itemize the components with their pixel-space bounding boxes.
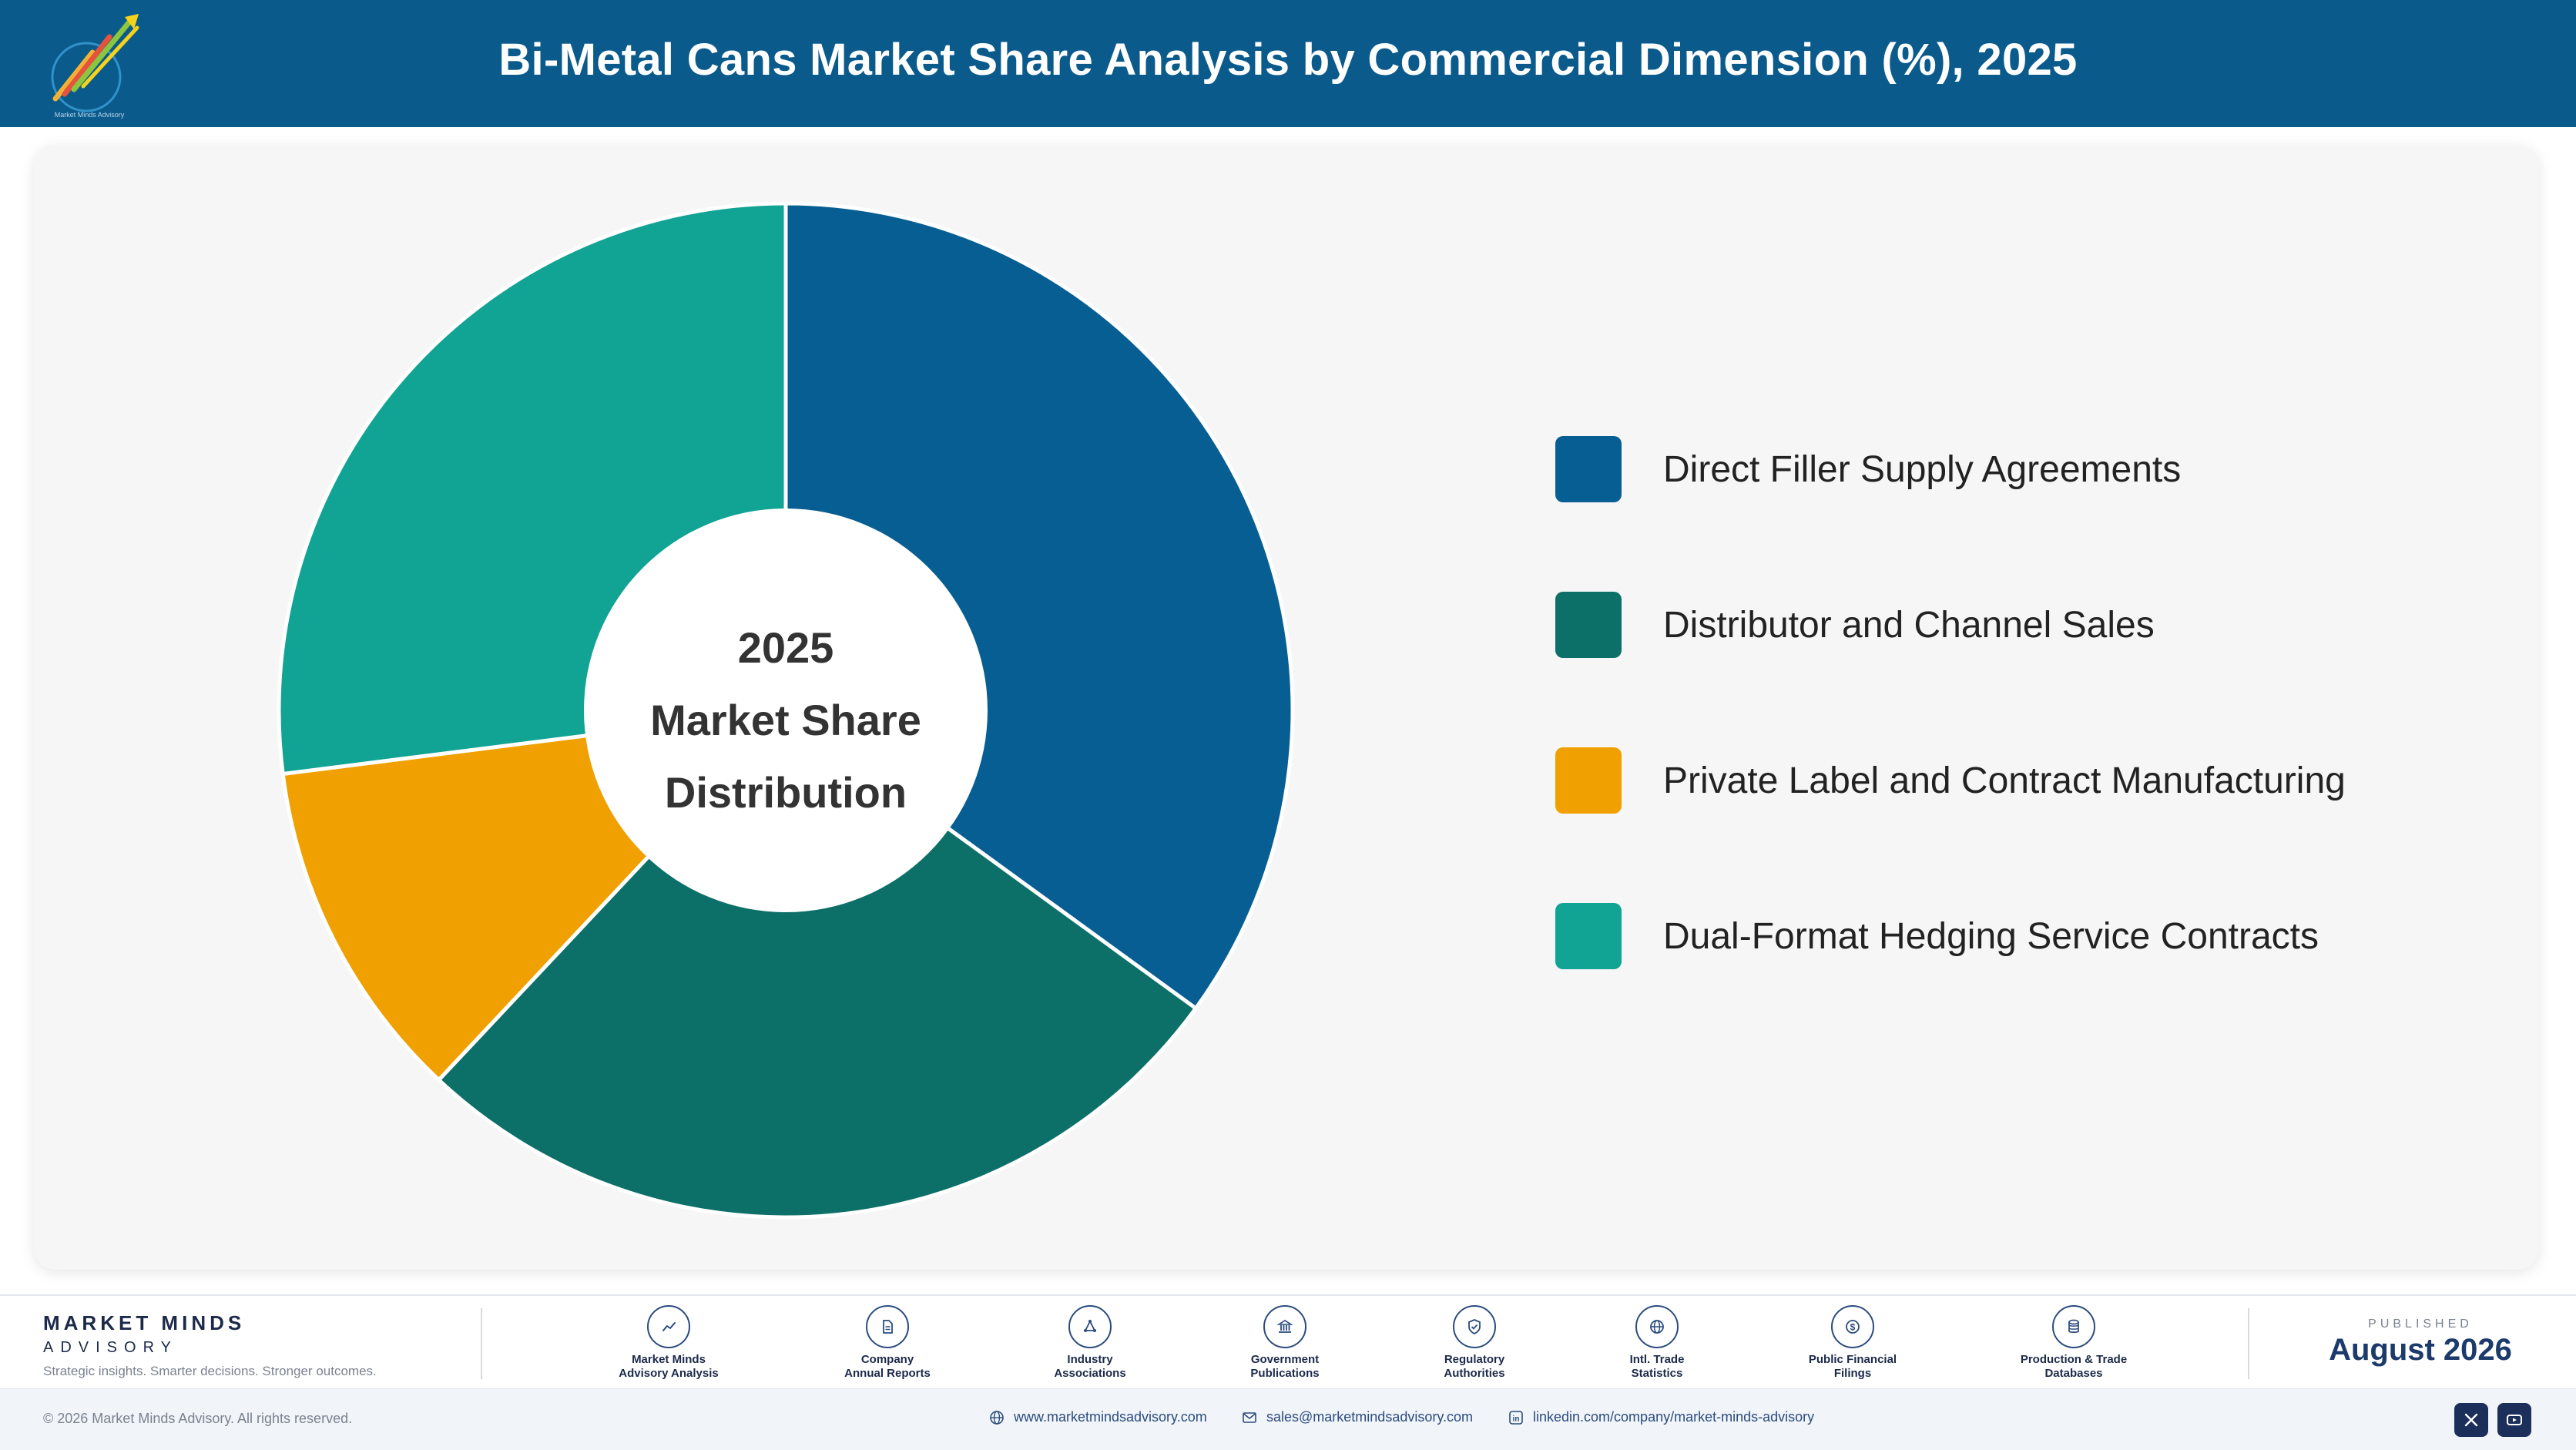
- company-logo: Market Minds Advisory: [51, 14, 139, 119]
- source-label: Market Minds Advisory Analysis: [619, 1353, 719, 1380]
- legend-item: Distributor and Channel Sales: [1555, 592, 2346, 658]
- legend-item: Private Label and Contract Manufacturing: [1555, 747, 2346, 814]
- youtube-social-button[interactable]: [2497, 1403, 2531, 1437]
- source-label: Government Publications: [1250, 1353, 1320, 1380]
- source-label: Public Financial Filings: [1808, 1353, 1897, 1380]
- linkedin-link[interactable]: in linkedin.com/company/market-minds-adv…: [1508, 1409, 1814, 1425]
- government-building-icon: [1263, 1305, 1306, 1348]
- donut-chart: 2025 Market Share Distribution: [277, 201, 1295, 1220]
- page-title: Bi-Metal Cans Market Share Analysis by C…: [498, 35, 2078, 85]
- center-label-line-3: Distribution: [665, 768, 907, 817]
- source-item: Regulatory Authorities: [1397, 1305, 1551, 1381]
- legend-swatch: [1555, 436, 1622, 502]
- linkedin-text: linkedin.com/company/market-minds-adviso…: [1533, 1409, 1815, 1425]
- globe-icon: [990, 1410, 1004, 1425]
- published-label: PUBLISHED: [2368, 1317, 2473, 1331]
- legend-label: Direct Filler Supply Agreements: [1663, 448, 2182, 490]
- document-icon: [866, 1305, 909, 1348]
- svg-text:in: in: [1513, 1415, 1520, 1423]
- header-bar: Market Minds Advisory Bi-Metal Cans Mark…: [0, 0, 2576, 127]
- legend-label: Private Label and Contract Manufacturing: [1663, 760, 2346, 801]
- source-item: Company Annual Reports: [810, 1305, 964, 1381]
- source-label: Intl. Trade Statistics: [1629, 1353, 1685, 1380]
- brand-name: MARKET MINDS: [43, 1311, 246, 1334]
- source-item: $ Public Financial Filings: [1776, 1305, 1930, 1381]
- source-label: Company Annual Reports: [844, 1353, 931, 1380]
- source-item: Market Minds Advisory Analysis: [592, 1305, 746, 1381]
- chart-legend: Direct Filler Supply Agreements Distribut…: [1555, 436, 2346, 1059]
- database-icon: [2052, 1305, 2095, 1348]
- copyright-text: © 2026 Market Minds Advisory. All rights…: [43, 1411, 353, 1426]
- source-item: Industry Associations: [1013, 1305, 1167, 1381]
- chart-card: 2025 Market Share Distribution Direct Fi…: [34, 145, 2539, 1270]
- network-icon: [1068, 1305, 1112, 1348]
- dollar-coin-icon: $: [1831, 1305, 1874, 1348]
- trend-line-icon: [647, 1305, 690, 1348]
- logo-caption: Market Minds Advisory: [55, 111, 125, 119]
- brand-subtitle: ADVISORY: [43, 1339, 178, 1356]
- email-link[interactable]: sales@marketmindsadvisory.com: [1242, 1409, 1473, 1425]
- footer-divider-left: [481, 1308, 482, 1379]
- legend-label: Distributor and Channel Sales: [1663, 604, 2155, 646]
- mail-icon: [1243, 1411, 1256, 1423]
- published-date: August 2026: [2329, 1333, 2512, 1367]
- center-label-line-2: Market Share: [650, 696, 921, 744]
- bottom-bar: © 2026 Market Minds Advisory. All rights…: [0, 1388, 2576, 1450]
- legend-swatch: [1555, 592, 1622, 658]
- youtube-icon: [2507, 1415, 2522, 1425]
- svg-text:$: $: [1850, 1322, 1856, 1333]
- website-link[interactable]: www.marketmindsadvisory.com: [989, 1409, 1207, 1425]
- footer: MARKET MINDS ADVISORY Strategic insights…: [0, 1294, 2576, 1388]
- source-item: Production & Trade Databases: [1997, 1305, 2151, 1381]
- shield-check-icon: [1453, 1305, 1496, 1348]
- source-item: Government Publications: [1208, 1305, 1362, 1381]
- donut-hole: [584, 509, 988, 912]
- brand-tagline: Strategic insights. Smarter decisions. S…: [43, 1364, 377, 1378]
- legend-swatch: [1555, 903, 1622, 969]
- pie-slice-1: [783, 201, 1295, 1012]
- legend-label: Dual-Format Hedging Service Contracts: [1663, 915, 2319, 957]
- x-social-button[interactable]: [2454, 1403, 2488, 1437]
- linkedin-icon: in: [1509, 1410, 1523, 1425]
- globe-icon: [1635, 1305, 1679, 1348]
- legend-swatch: [1555, 747, 1622, 814]
- footer-divider-right: [2248, 1308, 2249, 1379]
- x-logo-icon: [2464, 1413, 2478, 1427]
- legend-item: Direct Filler Supply Agreements: [1555, 436, 2346, 502]
- center-label-line-1: 2025: [738, 623, 834, 672]
- source-label: Production & Trade Databases: [2020, 1353, 2128, 1380]
- source-label: Regulatory Authorities: [1444, 1353, 1505, 1380]
- source-item: Intl. Trade Statistics: [1580, 1305, 1734, 1381]
- pie-slice-2: [436, 707, 1199, 1220]
- legend-item: Dual-Format Hedging Service Contracts: [1555, 903, 2346, 969]
- email-text: sales@marketmindsadvisory.com: [1266, 1409, 1474, 1425]
- website-text: www.marketmindsadvisory.com: [1014, 1409, 1207, 1425]
- source-label: Industry Associations: [1054, 1353, 1126, 1380]
